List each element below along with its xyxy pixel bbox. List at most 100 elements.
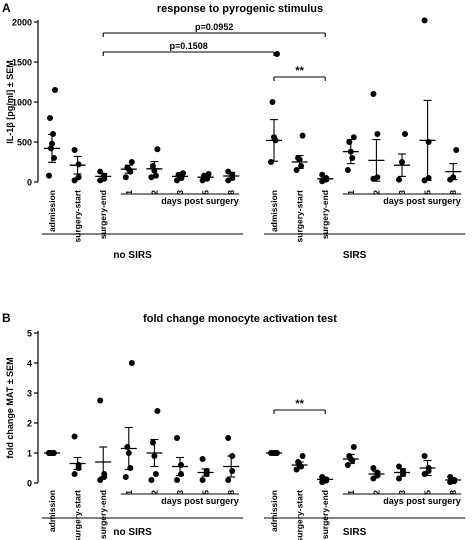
- chart-title: response to pyrogenic stimulus: [157, 3, 323, 15]
- data-point: [152, 471, 159, 477]
- data-point: [122, 174, 129, 181]
- x-tick-label: surgery-end: [98, 490, 108, 539]
- x-tick-label: 8: [226, 490, 236, 495]
- data-point: [149, 163, 156, 169]
- series-no-sirs-3: [172, 435, 188, 483]
- group-label: no SIRS: [113, 527, 152, 538]
- data-point: [75, 174, 82, 181]
- data-point: [396, 463, 402, 470]
- x-tick-label: 5: [423, 190, 433, 195]
- data-point: [350, 134, 357, 141]
- y-tick-label: 2000: [12, 18, 32, 28]
- series-no-sirs-admission: [44, 450, 60, 456]
- data-point: [402, 131, 408, 137]
- group-label: no SIRS: [113, 250, 152, 261]
- y-tick-label: 5: [27, 329, 32, 339]
- data-point: [344, 167, 351, 173]
- chart-title: fold change monocyte activation test: [143, 313, 337, 325]
- x-tick-label: 1: [346, 490, 356, 495]
- series-sirs-3: [394, 463, 410, 482]
- y-axis-label: fold change MAT ± SEM: [5, 357, 15, 458]
- series-no-sirs-8: [223, 435, 240, 483]
- x-tick-label: 2: [371, 490, 381, 495]
- annotation-label: **: [295, 398, 304, 410]
- series-no-sirs-admission: [44, 87, 60, 179]
- data-point: [71, 433, 78, 440]
- data-point: [299, 132, 306, 139]
- x-tick-label: 3: [397, 190, 407, 195]
- series-sirs-1: [342, 444, 359, 468]
- y-tick-label: 500: [17, 138, 32, 148]
- data-point: [396, 475, 402, 482]
- data-point: [374, 174, 381, 181]
- series-no-sirs-2: [146, 408, 163, 483]
- data-point: [178, 471, 184, 477]
- annotation-label: p=0.0952: [195, 22, 233, 32]
- series-no-sirs-8: [223, 168, 240, 184]
- series-no-sirs-surgery-end: [95, 397, 112, 483]
- x-tick-label: surgery-end: [320, 190, 330, 239]
- data-point: [349, 155, 356, 161]
- y-tick-label: 4: [27, 359, 32, 369]
- data-point: [180, 170, 186, 177]
- series-sirs-5: [419, 17, 436, 184]
- series-no-sirs-2: [146, 146, 163, 181]
- data-point: [199, 456, 206, 462]
- data-point: [47, 115, 53, 121]
- data-point: [225, 435, 232, 441]
- y-tick-label: 0: [27, 178, 32, 188]
- data-point: [199, 477, 206, 483]
- y-tick-label: 1: [27, 449, 32, 459]
- x-tick-label: admission: [269, 490, 279, 532]
- days-post-surgery-label: days post surgery: [161, 496, 239, 506]
- data-point: [370, 91, 377, 97]
- series-sirs-1: [342, 134, 359, 173]
- x-tick-label: surgery-start: [295, 490, 305, 540]
- x-tick-label: 5: [201, 490, 211, 495]
- data-point: [299, 453, 306, 459]
- series-no-sirs-surgery-start: [69, 147, 86, 184]
- series-sirs-2: [368, 91, 385, 182]
- series-no-sirs-3: [172, 170, 188, 184]
- data-point: [344, 462, 351, 468]
- panel-letter: B: [2, 311, 11, 325]
- y-tick-label: 1000: [12, 98, 32, 108]
- series-sirs-5: [419, 453, 436, 477]
- x-tick-label: admission: [47, 190, 57, 232]
- series-sirs-admission: [266, 51, 282, 165]
- data-point: [71, 177, 78, 184]
- x-tick-label: 8: [448, 190, 458, 195]
- data-point: [97, 397, 104, 404]
- data-point: [205, 171, 212, 177]
- series-no-sirs-surgery-end: [95, 168, 112, 184]
- x-tick-label: 1: [124, 490, 134, 495]
- data-point: [229, 468, 236, 474]
- days-post-surgery-label: days post surgery: [383, 196, 461, 206]
- data-point: [346, 453, 353, 459]
- data-point: [396, 176, 402, 183]
- x-tick-label: 3: [175, 190, 185, 195]
- series-sirs-2: [368, 465, 385, 482]
- series-sirs-8: [445, 474, 462, 486]
- series-sirs-surgery-end: [317, 474, 334, 486]
- series-sirs-8: [445, 147, 462, 183]
- panel-letter: A: [2, 1, 11, 15]
- y-tick-label: 2: [27, 419, 32, 429]
- data-point: [274, 51, 280, 57]
- x-tick-label: 5: [423, 490, 433, 495]
- data-point: [154, 146, 161, 153]
- annotation-label: p=0.1508: [169, 41, 207, 51]
- x-tick-label: 2: [371, 190, 381, 195]
- series-no-sirs-surgery-start: [69, 433, 86, 477]
- series-no-sirs-1: [120, 360, 137, 480]
- data-point: [421, 453, 428, 459]
- x-tick-label: 3: [175, 490, 185, 495]
- data-point: [421, 17, 428, 24]
- x-tick-label: 3: [397, 490, 407, 495]
- series-sirs-surgery-start: [291, 453, 308, 473]
- x-tick-label: surgery-end: [320, 490, 330, 539]
- series-no-sirs-1: [120, 159, 137, 181]
